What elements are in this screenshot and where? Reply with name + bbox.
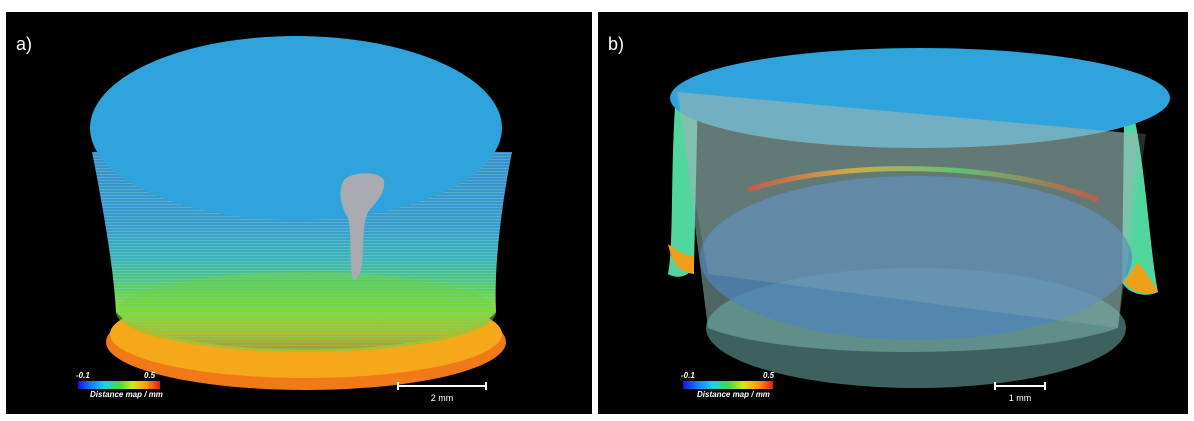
panel-b: b) -0.1 0.5 Distance map / mm 1 mm [598, 12, 1188, 414]
colorbar-max-label: 0.5 [144, 371, 156, 380]
colorbar-max-label: 0.5 [763, 371, 775, 380]
colorbar [683, 381, 773, 389]
cylinder-surface-render-a [90, 36, 512, 390]
panel-a: a) -0.1 0.5 Distance map / mm 2 mm [6, 12, 592, 414]
panel-label: a) [16, 34, 33, 54]
colorbar-title: Distance map / mm [90, 390, 163, 399]
colorbar-min-label: -0.1 [681, 371, 695, 380]
scale-bar-label: 2 mm [430, 393, 454, 403]
cylinder-section-render-b [668, 48, 1170, 388]
scale-bar [397, 382, 487, 390]
panel-label: b) [608, 34, 625, 54]
scale-bar [994, 382, 1046, 390]
scale-bar-label: 1 mm [1008, 393, 1032, 403]
colorbar [78, 381, 160, 389]
colorbar-min-label: -0.1 [76, 371, 90, 380]
colorbar-title: Distance map / mm [697, 390, 770, 399]
